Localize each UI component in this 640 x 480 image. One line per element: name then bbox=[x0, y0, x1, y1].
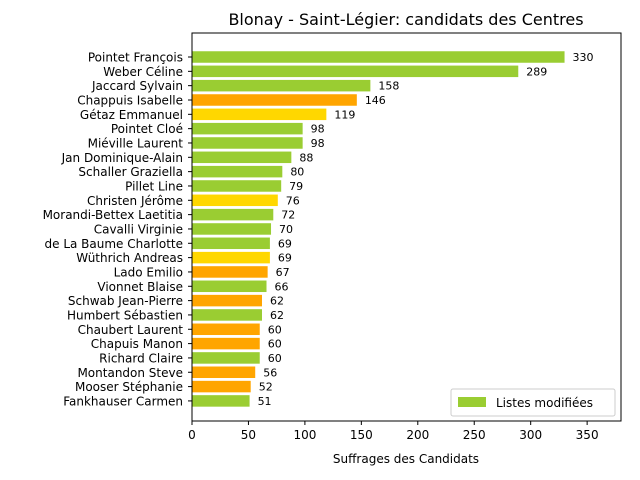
bar bbox=[192, 280, 267, 293]
value-label: 146 bbox=[365, 94, 386, 107]
value-label: 330 bbox=[573, 51, 594, 64]
category-label: Cavalli Virginie bbox=[94, 222, 183, 236]
value-labels: 3302891581461199898888079767270696967666… bbox=[258, 51, 594, 408]
x-axis-label: Suffrages des Candidats bbox=[333, 452, 479, 466]
chart-title: Blonay - Saint-Légier: candidats des Cen… bbox=[228, 10, 583, 29]
value-label: 60 bbox=[268, 323, 282, 336]
legend-label: Listes modifiées bbox=[496, 396, 593, 410]
bar bbox=[192, 151, 292, 164]
category-label: Miéville Laurent bbox=[88, 136, 184, 150]
value-label: 60 bbox=[268, 338, 282, 351]
bar bbox=[192, 323, 260, 336]
category-label: Vionnet Blaise bbox=[97, 280, 183, 294]
bar bbox=[192, 165, 283, 178]
bar bbox=[192, 309, 262, 321]
value-label: 60 bbox=[268, 352, 282, 365]
value-label: 289 bbox=[526, 65, 547, 78]
bar bbox=[192, 366, 256, 379]
category-label: Montandon Steve bbox=[77, 366, 183, 380]
category-label: Christen Jérôme bbox=[87, 194, 183, 208]
x-tick-label: 300 bbox=[519, 428, 542, 442]
category-label: Schwab Jean-Pierre bbox=[68, 294, 183, 308]
x-tick-label: 50 bbox=[241, 428, 256, 442]
bar bbox=[192, 251, 270, 264]
category-label: Chapuis Manon bbox=[91, 337, 183, 351]
category-label: Weber Céline bbox=[103, 65, 183, 79]
x-tick-label: 100 bbox=[293, 428, 316, 442]
value-label: 158 bbox=[378, 80, 399, 93]
value-label: 119 bbox=[334, 108, 355, 121]
bar bbox=[192, 237, 270, 250]
x-tick-label: 0 bbox=[188, 428, 196, 442]
value-label: 66 bbox=[275, 280, 289, 293]
value-label: 98 bbox=[311, 137, 325, 150]
plot-frame bbox=[191, 32, 622, 422]
category-label: Mooser Stéphanie bbox=[75, 380, 183, 394]
bar bbox=[192, 352, 260, 364]
x-tick-label: 200 bbox=[406, 428, 429, 442]
bar bbox=[192, 208, 274, 221]
value-label: 62 bbox=[270, 309, 284, 322]
value-label: 80 bbox=[290, 166, 304, 179]
bar bbox=[192, 223, 272, 235]
legend-swatch bbox=[458, 397, 486, 407]
value-label: 72 bbox=[281, 209, 295, 222]
bar bbox=[192, 122, 303, 135]
x-axis-ticks: 0 50 100 150 200 250 300 350 bbox=[188, 421, 599, 442]
value-label: 51 bbox=[258, 395, 272, 408]
bar bbox=[192, 194, 278, 207]
bar bbox=[192, 266, 268, 278]
bar bbox=[192, 108, 327, 121]
category-label: Schaller Graziella bbox=[78, 165, 183, 179]
bar bbox=[192, 180, 282, 192]
bar bbox=[192, 395, 250, 407]
value-label: 69 bbox=[278, 237, 292, 250]
category-label: Fankhauser Carmen bbox=[63, 394, 183, 408]
bar bbox=[192, 65, 519, 78]
category-label: Pointet François bbox=[88, 51, 183, 65]
legend-box bbox=[450, 388, 616, 417]
category-label: Chappuis Isabelle bbox=[77, 93, 183, 107]
category-label: Pointet Cloé bbox=[111, 122, 183, 136]
bars-group bbox=[192, 51, 565, 407]
legend: Listes modifiées bbox=[450, 388, 616, 417]
category-label: Gétaz Emmanuel bbox=[80, 108, 183, 122]
x-tick-label: 150 bbox=[350, 428, 373, 442]
value-label: 52 bbox=[259, 381, 273, 394]
bar bbox=[192, 294, 262, 307]
bar bbox=[192, 79, 371, 92]
x-tick-label: 250 bbox=[463, 428, 486, 442]
category-label: Lado Emilio bbox=[114, 265, 183, 279]
category-label: Pillet Line bbox=[125, 179, 183, 193]
value-label: 79 bbox=[289, 180, 303, 193]
x-tick-label: 350 bbox=[576, 428, 599, 442]
category-label: Wüthrich Andreas bbox=[76, 251, 183, 265]
value-label: 98 bbox=[311, 123, 325, 136]
value-label: 62 bbox=[270, 295, 284, 308]
bar bbox=[192, 51, 565, 63]
category-label: de La Baume Charlotte bbox=[45, 237, 184, 251]
value-label: 67 bbox=[276, 266, 290, 279]
value-label: 88 bbox=[299, 151, 313, 164]
category-label: Richard Claire bbox=[99, 351, 183, 365]
value-label: 70 bbox=[279, 223, 293, 236]
category-label: Jaccard Sylvain bbox=[91, 79, 183, 93]
value-label: 69 bbox=[278, 252, 292, 265]
bar bbox=[192, 94, 357, 106]
bar bbox=[192, 337, 260, 350]
value-label: 56 bbox=[263, 366, 277, 379]
category-label: Morandi-Bettex Laetitia bbox=[43, 208, 183, 222]
category-label: Jan Dominique-Alain bbox=[61, 151, 183, 165]
bar bbox=[192, 380, 251, 393]
category-label: Chaubert Laurent bbox=[78, 323, 184, 337]
bar bbox=[192, 137, 303, 149]
value-label: 76 bbox=[286, 194, 300, 207]
category-label: Humbert Sébastien bbox=[67, 308, 183, 322]
